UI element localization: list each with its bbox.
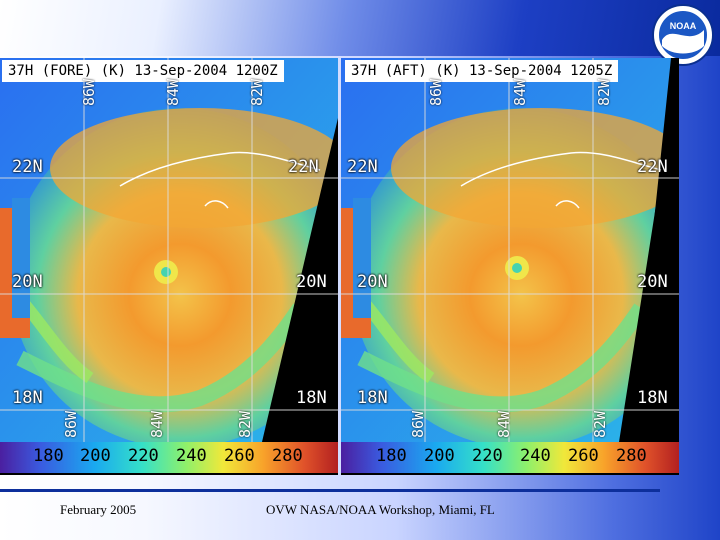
lon-label-bottom-86w: 86W [409,410,427,438]
lat-label-left-22n: 22N [347,157,378,177]
panel-fore: 37H (FORE) (K) 13-Sep-2004 1200Z 22N 20N… [0,58,338,475]
colorbar-tick-280: 280 [272,446,303,466]
lat-label-right-22n: 22N [637,157,668,177]
header-band [0,0,720,56]
lat-label-right-18n: 18N [637,388,668,408]
lat-label-right-22n: 22N [288,157,319,177]
colorbar-fore: 180 200 220 240 260 280 [0,442,338,473]
noaa-logo: NOAA [652,4,714,66]
colorbar-tick-280: 280 [616,446,647,466]
panel-aft: 37H (AFT) (K) 13-Sep-2004 1205Z 22N 20N … [341,58,679,475]
lat-label-left-18n: 18N [12,388,43,408]
footer-date: February 2005 [60,502,137,517]
lon-label-top-82w: 82W [595,78,613,106]
footer-event: OVW NASA/NOAA Workshop, Miami, FL [266,502,495,517]
lat-label-right-18n: 18N [296,388,327,408]
noaa-emblem-icon: NOAA [657,9,709,61]
lon-label-bottom-82w: 82W [591,410,609,438]
panel-aft-title: 37H (AFT) (K) 13-Sep-2004 1205Z [345,60,619,82]
colorbar-aft: 180 200 220 240 260 280 [341,442,679,473]
lon-label-top-84w: 84W [164,78,182,106]
lat-label-right-20n: 20N [637,272,668,292]
lat-label-right-20n: 20N [296,272,327,292]
colorbar-tick-180: 180 [33,446,64,466]
lon-label-bottom-84w: 84W [495,410,513,438]
noaa-logo-text: NOAA [670,21,697,31]
lon-label-bottom-84w: 84W [148,410,166,438]
colorbar-tick-180: 180 [376,446,407,466]
satellite-image-fore [0,58,338,448]
panel-fore-title: 37H (FORE) (K) 13-Sep-2004 1200Z [2,60,284,82]
footer-divider [0,489,660,492]
lon-label-top-84w: 84W [511,78,529,106]
colorbar-tick-200: 200 [80,446,111,466]
lon-label-top-86w: 86W [80,78,98,106]
colorbar-tick-260: 260 [568,446,599,466]
satellite-image-aft [341,58,679,448]
lat-label-left-22n: 22N [12,157,43,177]
lon-label-bottom-86w: 86W [62,410,80,438]
colorbar-tick-200: 200 [424,446,455,466]
lat-label-left-20n: 20N [357,272,388,292]
colorbar-tick-220: 220 [472,446,503,466]
lon-label-bottom-82w: 82W [236,410,254,438]
lat-label-left-18n: 18N [357,388,388,408]
colorbar-tick-220: 220 [128,446,159,466]
lat-label-left-20n: 20N [12,272,43,292]
lon-label-top-86w: 86W [427,78,445,106]
colorbar-tick-240: 240 [176,446,207,466]
colorbar-tick-240: 240 [520,446,551,466]
colorbar-tick-260: 260 [224,446,255,466]
lon-label-top-82w: 82W [248,78,266,106]
